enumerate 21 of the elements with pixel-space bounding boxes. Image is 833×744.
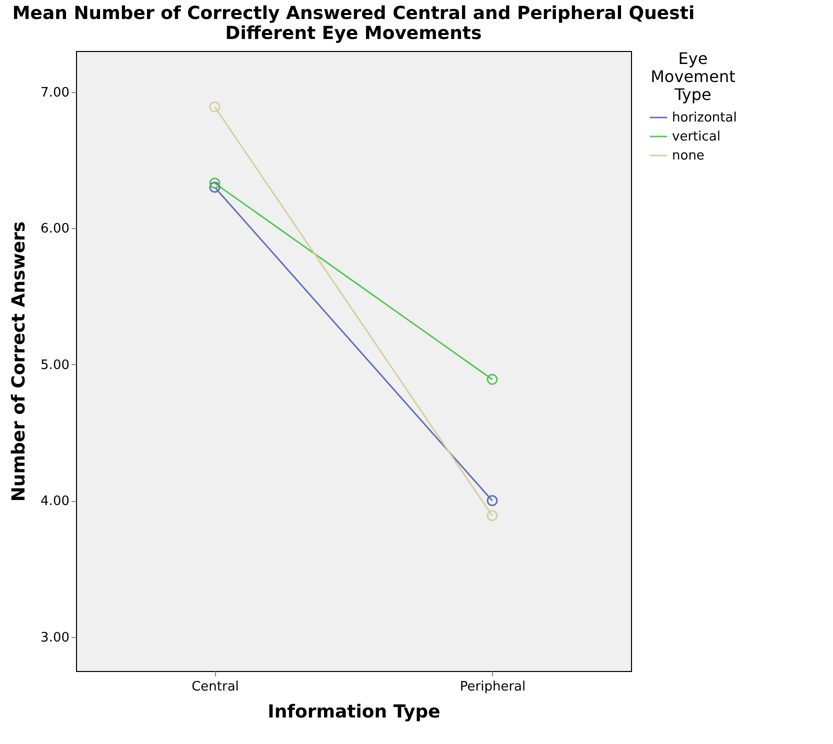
legend-label: vertical [672, 130, 720, 144]
x-axis-title: Information Type [268, 702, 440, 722]
y-tick-label: 7.00 [40, 85, 70, 100]
y-tick-label: 6.00 [40, 222, 70, 237]
legend-label: none [672, 148, 704, 164]
legend-title: Eye Movement Type [650, 49, 736, 104]
point [209, 178, 220, 189]
text: Different Eye Movements [225, 23, 482, 44]
point [209, 182, 220, 193]
point [486, 374, 498, 385]
y-tick-label: 4.00 [40, 494, 70, 510]
x-tick-label: Peripheral [460, 680, 526, 694]
point [486, 495, 498, 506]
x-tick-label: Central [192, 680, 239, 694]
y-axis-title: Number of Correct Answers [8, 221, 30, 502]
point [486, 510, 498, 522]
text: Mean Number of Correctly Answered Central and Peripheral Questi [12, 3, 695, 24]
y-tick-label: 3.00 [40, 630, 70, 646]
point [209, 101, 220, 112]
y-tick-label: 5.00 [40, 358, 70, 373]
legend-label: horizontal [672, 110, 737, 126]
